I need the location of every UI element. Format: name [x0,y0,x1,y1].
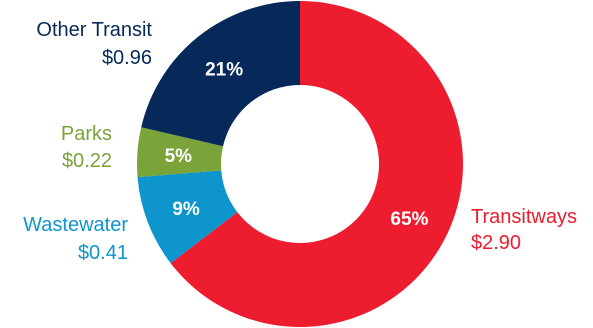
slice-other-transit [141,1,300,147]
category-name-other-transit: Other Transit [36,19,152,41]
category-name-wastewater: Wastewater [23,214,128,236]
percent-label-wastewater: 9% [172,199,200,220]
slice-parks [137,127,224,178]
donut-slices [137,1,463,327]
percent-label-parks: 5% [165,146,193,167]
category-value-wastewater: $0.41 [78,242,128,264]
category-value-parks: $0.22 [62,150,112,172]
category-name-parks: Parks [61,123,112,145]
category-value-transitways: $2.90 [471,232,521,254]
slice-wastewater [137,170,238,264]
percent-labels: 65% 9% 5% 21% [165,60,429,231]
slice-transitways [170,1,463,327]
percent-label-transitways: 65% [390,209,428,230]
category-labels: Transitways $2.90 Wastewater $0.41 Parks $0.2… [23,19,577,264]
category-value-other-transit: $0.96 [102,47,152,69]
percent-label-other-transit: 21% [205,60,243,81]
category-name-transitways: Transitways [471,206,577,228]
